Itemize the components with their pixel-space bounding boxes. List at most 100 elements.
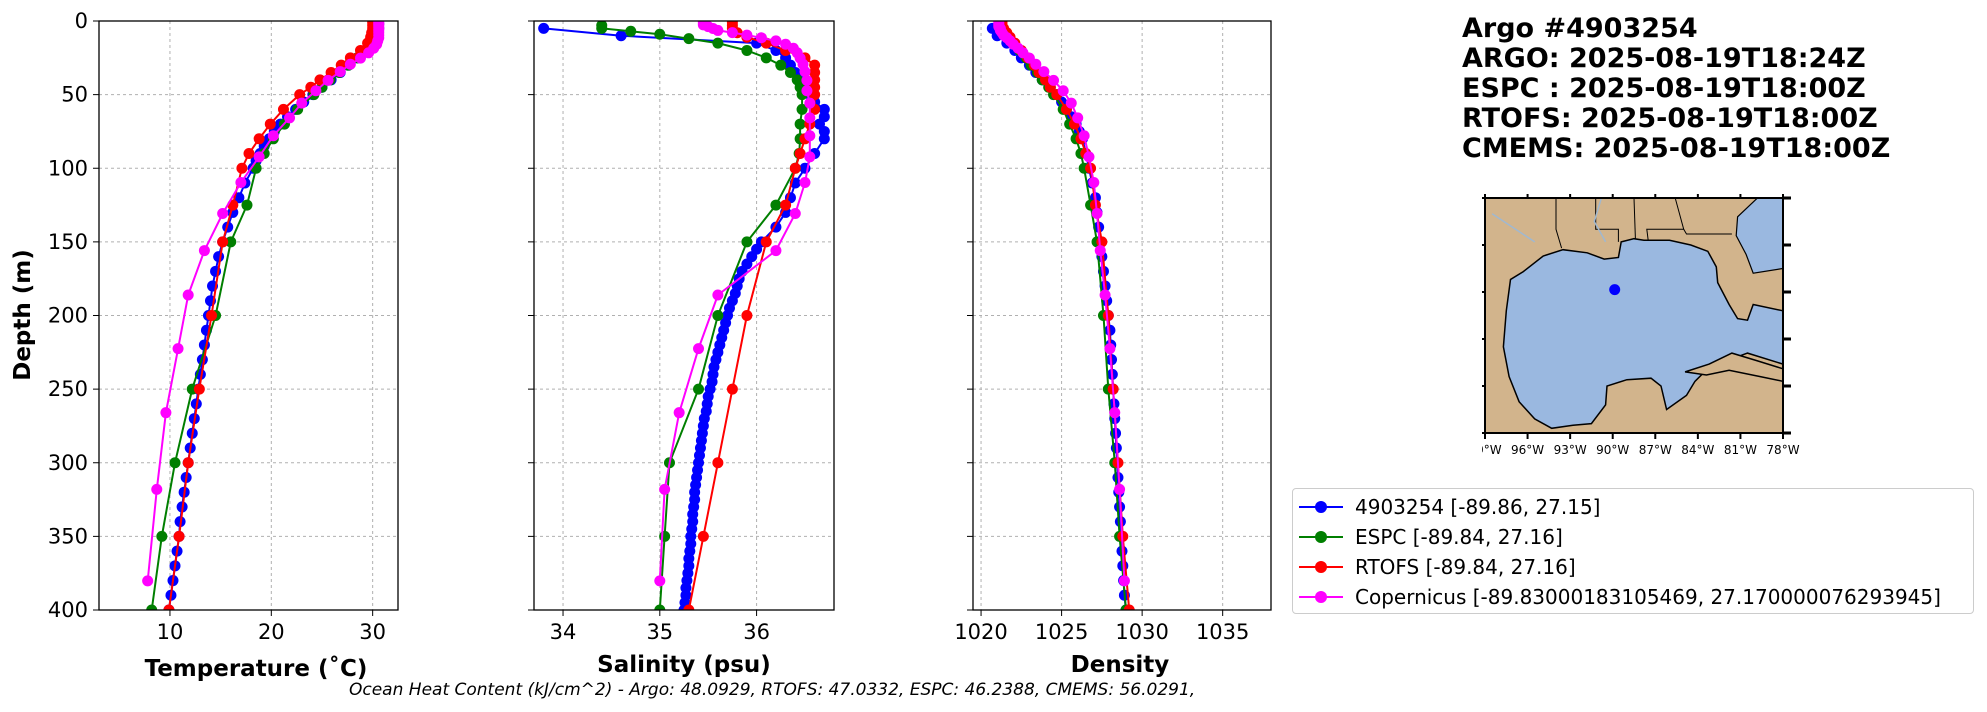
data-point [741, 310, 753, 321]
x-tick-label: 20 [258, 620, 285, 644]
data-point [712, 310, 724, 321]
data-point [217, 207, 229, 219]
data-point [712, 37, 724, 49]
data-point [160, 407, 172, 419]
legend-label: ESPC [-89.84, 27.16] [1355, 525, 1563, 549]
clip-mask [526, 610, 842, 630]
data-point [659, 483, 671, 495]
x-tick-label: 36 [743, 620, 770, 644]
clip-mask [965, 0, 1279, 21]
data-point [615, 30, 627, 42]
data-point [654, 28, 666, 40]
data-point [1078, 130, 1090, 142]
clip-mask [526, 0, 842, 21]
data-point [712, 24, 724, 36]
data-point [344, 58, 356, 70]
data-point [193, 383, 205, 395]
x-tick-label: 1025 [1035, 620, 1088, 644]
title-line-espc-time: ESPC : 2025-08-19T18:00Z [1462, 73, 1866, 104]
data-point [693, 343, 705, 355]
legend: 4903254 [-89.86, 27.15] ESPC [-89.84, 27… [1292, 488, 1974, 614]
data-point [1104, 343, 1116, 355]
data-point [801, 85, 813, 97]
data-point [253, 151, 265, 163]
x-tick-label: 1030 [1115, 620, 1168, 644]
data-point [775, 59, 787, 71]
map-lon-label: 99°W [1482, 443, 1502, 457]
x-axis-label-temperature: Temperature (˚C) [145, 655, 368, 682]
legend-swatch [1299, 587, 1343, 607]
data-point [799, 177, 811, 189]
legend-item-espc: ESPC [-89.84, 27.16] [1299, 523, 1563, 551]
data-point [1118, 575, 1130, 587]
data-point [760, 236, 772, 248]
clip-mask [91, 0, 406, 21]
data-point [1099, 289, 1111, 301]
y-tick-label: 200 [48, 304, 88, 328]
data-point [1088, 177, 1100, 189]
legend-swatch [1299, 557, 1343, 577]
map-state-border [1683, 229, 1732, 235]
data-point [794, 118, 806, 130]
data-point [804, 97, 816, 109]
data-point [693, 383, 705, 395]
data-point [253, 133, 265, 145]
data-point [1109, 407, 1121, 419]
data-point [726, 383, 738, 395]
data-point [654, 575, 666, 587]
data-point [741, 236, 753, 248]
legend-label: Copernicus [-89.83000183105469, 27.17000… [1355, 585, 1941, 609]
map-state-border [1633, 197, 1636, 239]
x-tick-label: 30 [359, 620, 386, 644]
legend-item-copernicus: Copernicus [-89.83000183105469, 27.17000… [1299, 583, 1941, 611]
clip-mask [965, 610, 1279, 630]
data-point [235, 177, 247, 189]
data-point [683, 33, 695, 45]
legend-swatch [1299, 527, 1343, 547]
data-point [217, 236, 229, 248]
data-point [770, 245, 782, 257]
map-lon-label: 78°W [1766, 443, 1799, 457]
y-tick-label: 350 [48, 524, 88, 548]
data-point [1091, 207, 1103, 219]
legend-item-argo: 4903254 [-89.86, 27.15] [1299, 493, 1600, 521]
data-point [243, 148, 255, 160]
legend-label: RTOFS [-89.84, 27.16] [1355, 555, 1576, 579]
data-point [659, 530, 671, 542]
data-point [172, 343, 184, 355]
data-point [284, 112, 296, 124]
data-point [1102, 310, 1114, 321]
map-lon-label: 87°W [1639, 443, 1672, 457]
data-point [784, 67, 796, 79]
data-point [741, 44, 753, 56]
y-tick-label: 50 [61, 83, 88, 107]
title-block: Argo #4903254 ARGO: 2025-08-19T18:24Z ES… [1462, 14, 1890, 164]
data-point [1057, 85, 1069, 97]
y-tick-label: 300 [48, 451, 88, 475]
data-point [804, 112, 816, 124]
data-point [625, 25, 637, 37]
legend-swatch [1299, 497, 1343, 517]
data-point [182, 457, 194, 469]
data-point [1094, 245, 1106, 257]
data-point [804, 130, 816, 142]
title-line-argo-time: ARGO: 2025-08-19T18:24Z [1462, 43, 1866, 74]
title-line-argo-id: Argo #4903254 [1462, 13, 1698, 44]
data-point [354, 52, 366, 64]
location-map: 33°N30°N27°N24°N21°N18°N99°W96°W93°W90°W… [1482, 194, 1800, 457]
data-point [801, 74, 813, 86]
data-point [596, 22, 608, 34]
data-point [296, 97, 308, 109]
data-point [796, 103, 808, 115]
map-state-border [1595, 198, 1619, 242]
panel-2: 1020 1025 1030 1035 [954, 0, 1279, 644]
map-state-border [1646, 197, 1685, 241]
data-point [277, 103, 289, 115]
data-point [1083, 151, 1095, 163]
data-point [322, 74, 334, 86]
map-lon-label: 96°W [1511, 443, 1544, 457]
data-point [267, 130, 279, 142]
series-line-2 [167, 22, 374, 611]
